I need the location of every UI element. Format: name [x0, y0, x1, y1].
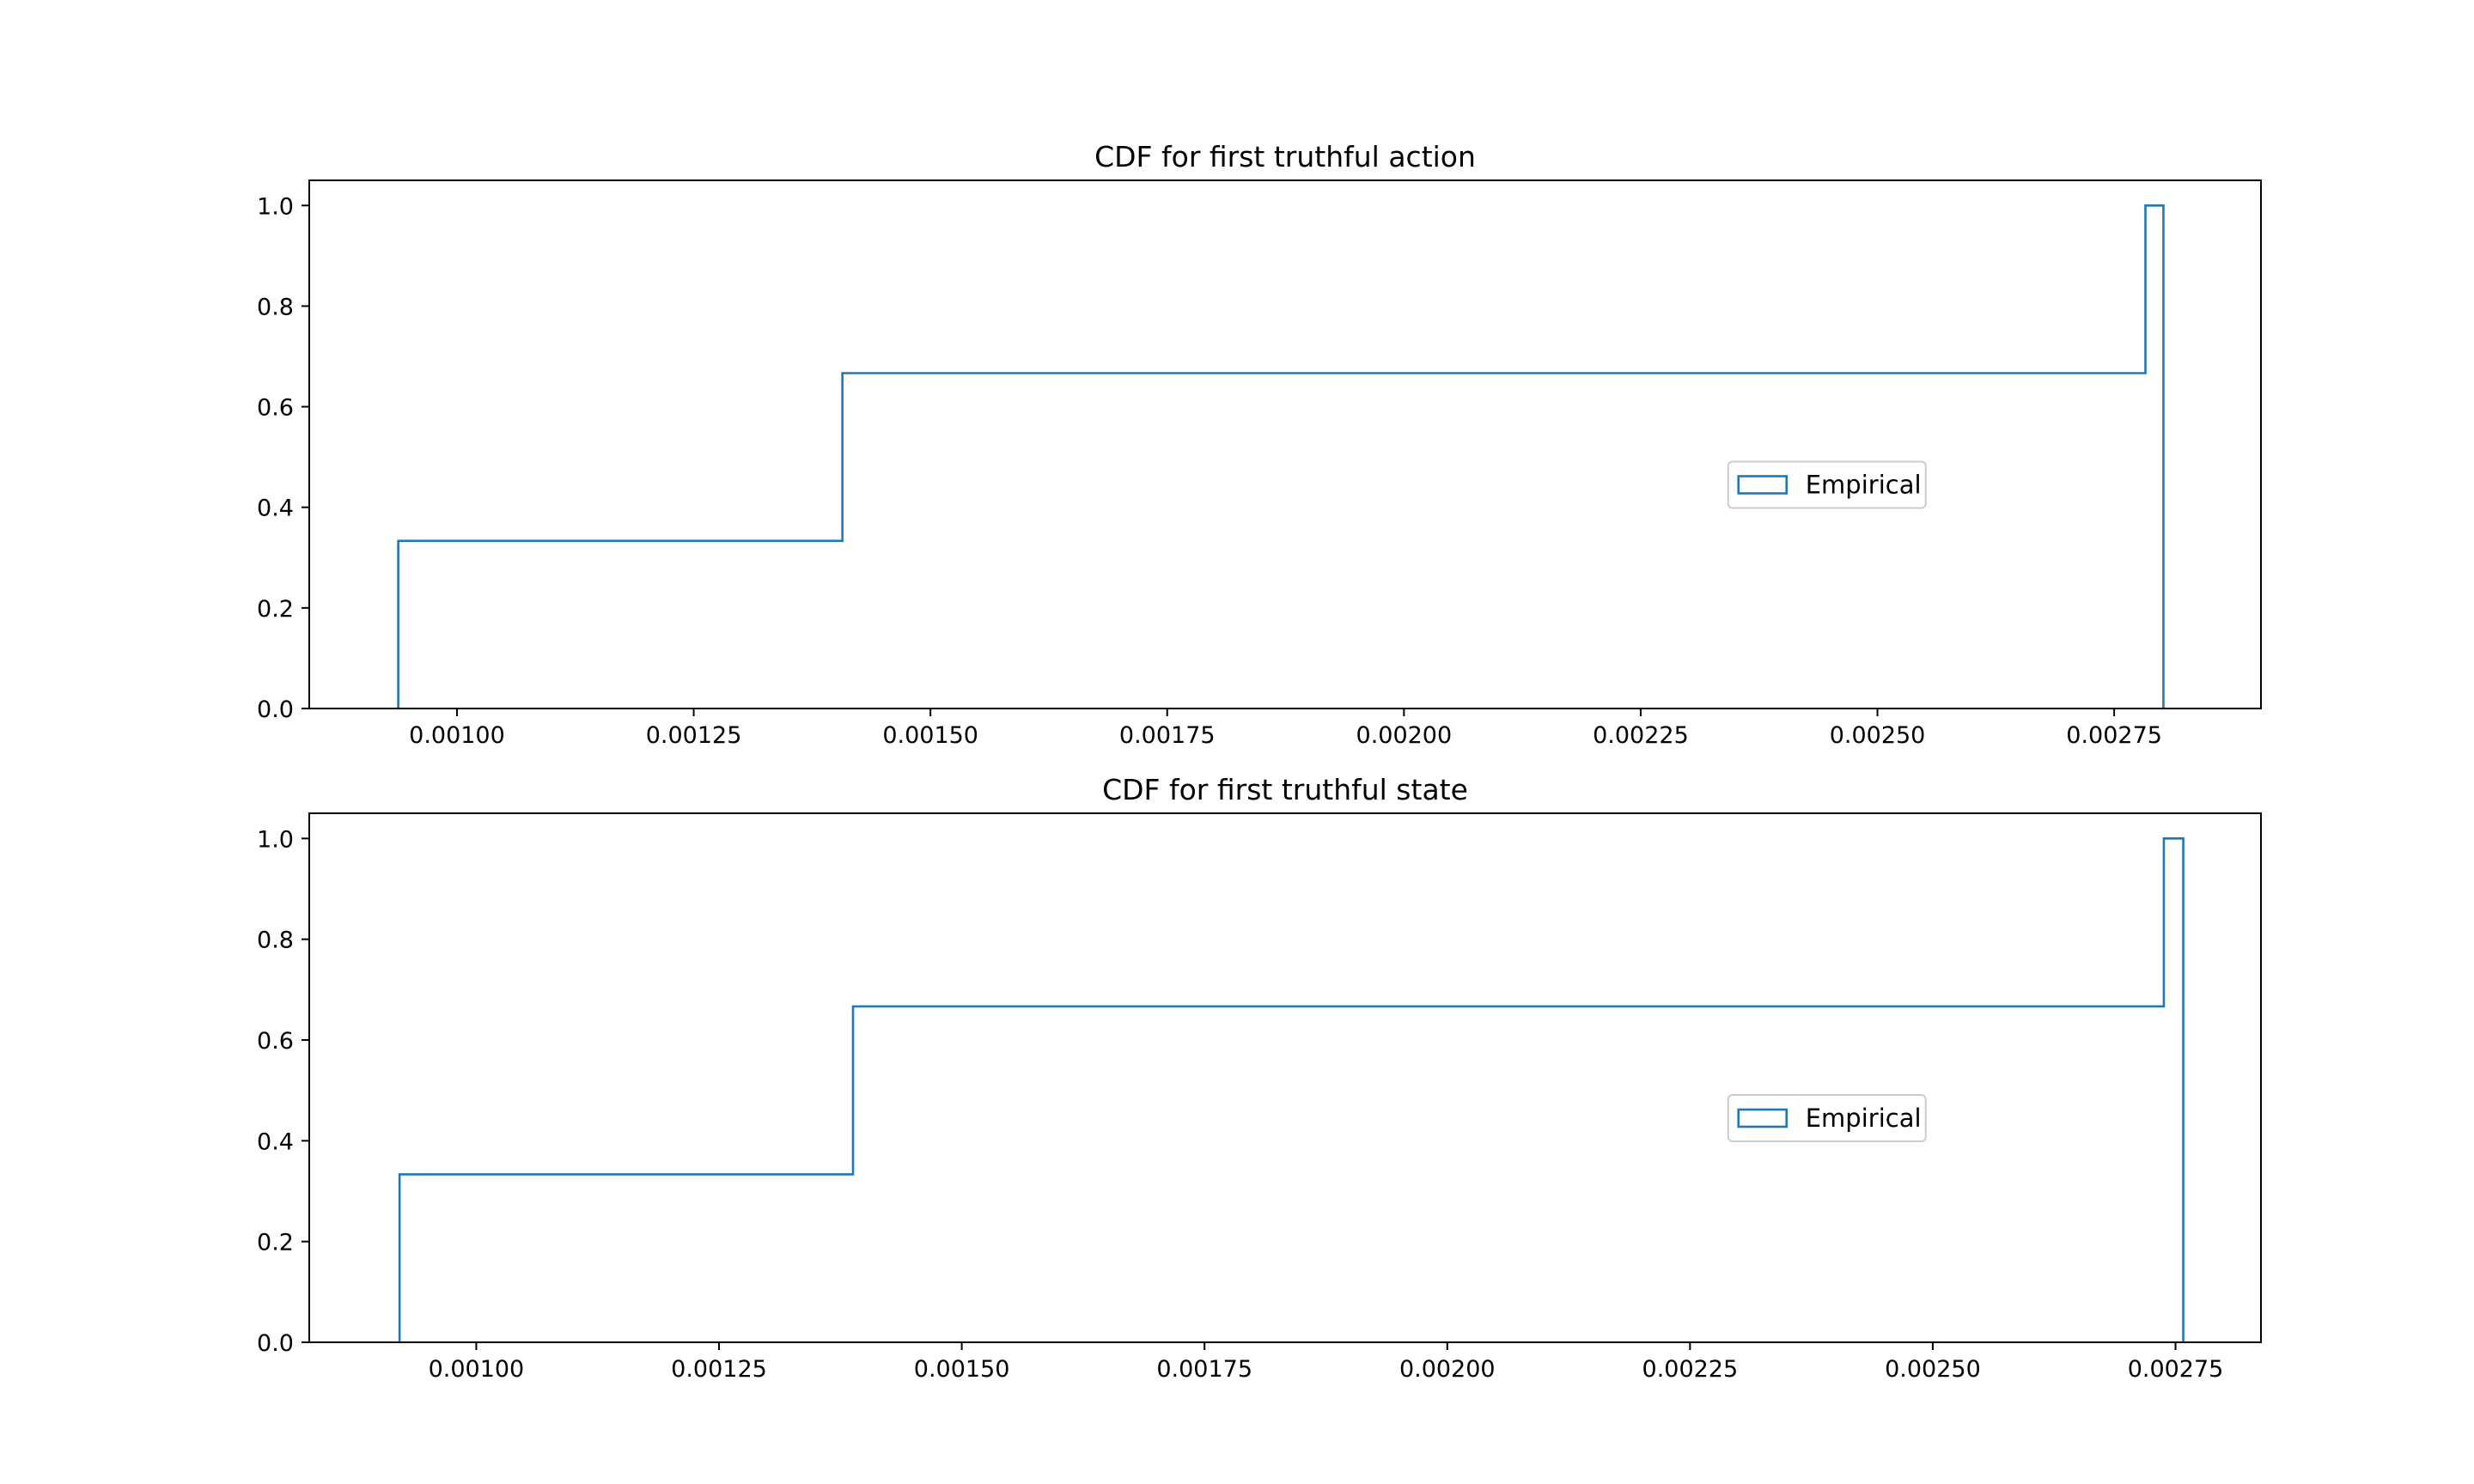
- legend-swatch: [1737, 1108, 1788, 1128]
- series-line-empirical: [397, 204, 2165, 709]
- y-tick-label: 0.2: [257, 596, 294, 623]
- x-tick-label: 0.00275: [2128, 1356, 2224, 1383]
- x-tick-label: 0.00200: [1356, 722, 1453, 749]
- x-tick-label: 0.00125: [646, 722, 742, 749]
- legend-label: Empirical: [1806, 1104, 1922, 1133]
- legend-label: Empirical: [1806, 471, 1922, 500]
- x-tick-label: 0.00200: [1399, 1356, 1496, 1383]
- y-tick-label: 0.4: [257, 496, 294, 522]
- y-tick-label: 1.0: [257, 826, 294, 853]
- y-tick-label: 0.8: [257, 928, 294, 954]
- legend-frame: [1727, 460, 1927, 509]
- x-tick-label: 0.00100: [409, 722, 505, 749]
- y-tick-label: 0.6: [257, 395, 294, 422]
- y-tick-label: 0.4: [257, 1128, 294, 1155]
- x-tick-label: 0.00100: [429, 1356, 525, 1383]
- legend-frame: [1727, 1094, 1927, 1142]
- y-tick-label: 0.0: [257, 696, 294, 723]
- legend: Empirical: [1727, 460, 1927, 509]
- series-line-empirical: [398, 837, 2185, 1342]
- y-tick-label: 0.8: [257, 294, 294, 320]
- x-tick-label: 0.00250: [1830, 722, 1926, 749]
- x-tick-label: 0.00275: [2066, 722, 2162, 749]
- axes-frame: [308, 179, 2262, 709]
- x-tick-label: 0.00250: [1885, 1356, 1981, 1383]
- y-tick-label: 0.6: [257, 1028, 294, 1055]
- x-tick-label: 0.00175: [1119, 722, 1216, 749]
- legend: Empirical: [1727, 1094, 1927, 1142]
- chart-title: CDF for first truthful action: [1094, 140, 1476, 173]
- x-tick-label: 0.00150: [914, 1356, 1010, 1383]
- x-tick-label: 0.00150: [882, 722, 978, 749]
- axes-frame: [308, 812, 2262, 1343]
- x-tick-label: 0.00175: [1156, 1356, 1252, 1383]
- legend-swatch: [1737, 475, 1788, 495]
- y-tick-label: 1.0: [257, 193, 294, 220]
- chart-2: CDF for first truthful state 0.00100 0.001…: [257, 773, 2262, 1383]
- y-tick-label: 0.2: [257, 1230, 294, 1256]
- y-tick-label: 0.0: [257, 1330, 294, 1357]
- x-tick-label: 0.00125: [671, 1356, 767, 1383]
- x-tick-label: 0.00225: [1593, 722, 1689, 749]
- chart-title: CDF for first truthful state: [1102, 773, 1468, 806]
- x-tick-label: 0.00225: [1642, 1356, 1739, 1383]
